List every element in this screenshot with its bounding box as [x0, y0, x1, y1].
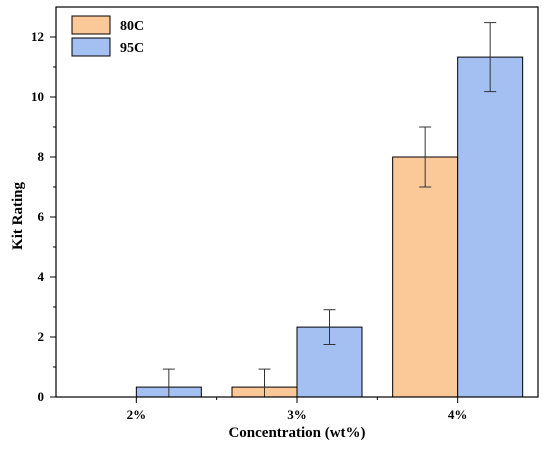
y-tick-label: 0: [38, 389, 45, 404]
legend-label: 80C: [120, 19, 144, 34]
x-axis-title: Concentration (wt%): [228, 425, 365, 441]
y-tick-label: 2: [38, 329, 45, 344]
x-tick-label: 2%: [127, 407, 147, 422]
y-tick-label: 10: [31, 89, 44, 104]
y-tick-label: 6: [38, 209, 45, 224]
y-axis-title: Kit Rating: [10, 182, 26, 250]
y-tick-label: 12: [31, 29, 44, 44]
x-tick-label: 4%: [448, 407, 468, 422]
y-tick-label: 4: [38, 269, 45, 284]
y-tick-label: 8: [38, 149, 45, 164]
legend-label: 95C: [120, 41, 144, 56]
legend-swatch: [71, 15, 111, 35]
x-tick-label: 3%: [287, 407, 307, 422]
bar: [457, 56, 524, 398]
bar: [392, 156, 459, 398]
legend-swatch: [71, 37, 111, 57]
